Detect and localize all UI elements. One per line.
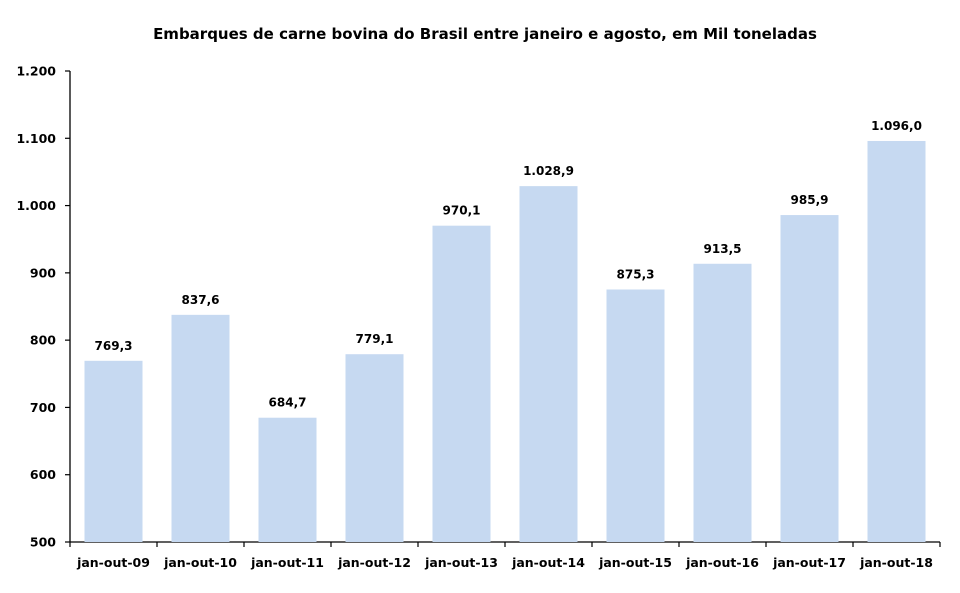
y-tick-label: 1.200 — [16, 64, 56, 79]
x-tick-label: jan-out-16 — [685, 555, 759, 570]
y-tick-label: 1.100 — [16, 131, 56, 146]
bar — [345, 354, 404, 542]
bar — [867, 140, 926, 542]
y-tick-label: 600 — [30, 467, 56, 482]
data-label: 779,1 — [356, 332, 394, 346]
y-axis: 500 600 700 800 900 1.000 1.100 1.200 — [16, 64, 71, 550]
bar — [171, 314, 230, 542]
bar — [519, 186, 578, 542]
x-tick-label: jan-out-12 — [337, 555, 411, 570]
data-label: 837,6 — [182, 293, 220, 307]
bar — [432, 225, 491, 542]
data-label: 684,7 — [269, 396, 307, 410]
y-tick-label: 800 — [30, 333, 56, 348]
x-tick-label: jan-out-09 — [76, 555, 150, 570]
y-tick-label: 900 — [30, 265, 56, 280]
x-tick-label: jan-out-10 — [163, 555, 237, 570]
chart-title: Embarques de carne bovina do Brasil entr… — [153, 25, 817, 43]
bars: 769,3 837,6 684,7 779,1 970,1 1.028,9 875,3 913… — [84, 119, 926, 542]
data-label: 1.096,0 — [871, 119, 922, 133]
data-label: 875,3 — [617, 267, 655, 281]
x-tick-label: jan-out-11 — [250, 555, 324, 570]
x-axis: jan-out-09 jan-out-10 jan-out-11 jan-out-12… — [69, 541, 941, 570]
data-label: 985,9 — [791, 193, 829, 207]
data-label: 970,1 — [443, 204, 481, 218]
bar — [693, 263, 752, 542]
x-tick-label: jan-out-13 — [424, 555, 498, 570]
x-tick-label: jan-out-17 — [772, 555, 846, 570]
bar — [258, 417, 317, 542]
bar — [780, 215, 839, 542]
y-tick-label: 1.000 — [16, 198, 56, 213]
data-label: 913,5 — [704, 242, 742, 256]
x-tick-label: jan-out-14 — [511, 555, 585, 570]
bar — [606, 289, 665, 542]
y-tick-label: 500 — [30, 535, 56, 550]
y-tick-label: 700 — [30, 400, 56, 415]
data-label: 769,3 — [95, 339, 133, 353]
data-label: 1.028,9 — [523, 164, 574, 178]
bar — [84, 360, 143, 542]
x-tick-label: jan-out-15 — [598, 555, 672, 570]
x-tick-label: jan-out-18 — [859, 555, 933, 570]
